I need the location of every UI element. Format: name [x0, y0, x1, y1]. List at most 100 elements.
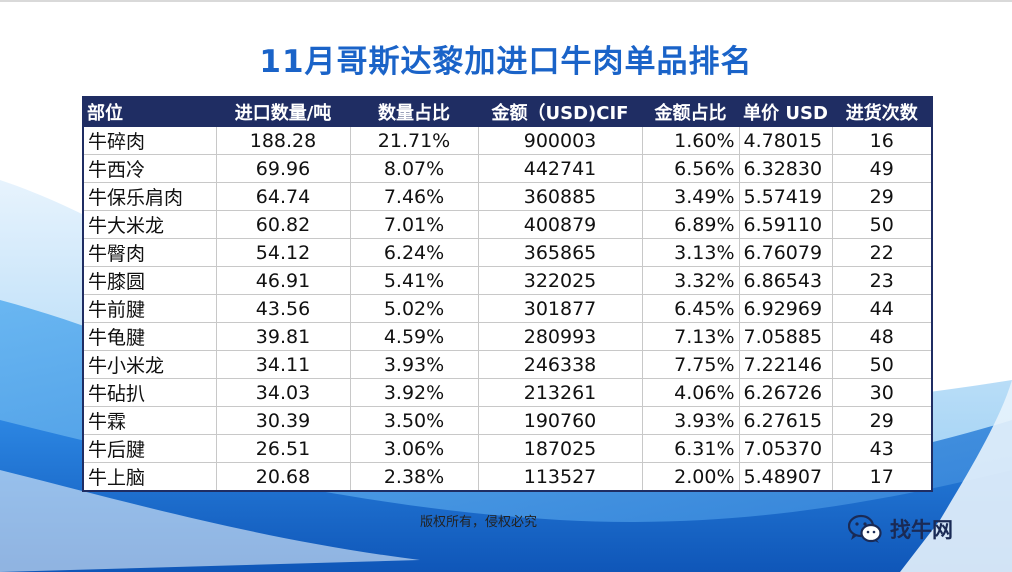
table-cell: 69.96: [215, 154, 351, 183]
table-cell: 6.31%: [641, 434, 740, 463]
table-cell: 188.28: [215, 126, 351, 155]
wechat-icon: [848, 514, 882, 543]
top-border: [0, 0, 1012, 2]
table-cell: 7.05370: [738, 434, 833, 463]
table-cell: 6.86543: [738, 266, 833, 295]
table-cell: 5.02%: [349, 294, 479, 323]
copyright-notice: 版权所有，侵权必究: [420, 515, 538, 530]
table-cell: 48: [831, 322, 933, 351]
table-cell: 4.59%: [349, 322, 479, 351]
table-cell: 301877: [477, 294, 643, 323]
table-row: 牛砧扒 34.03 3.92% 213261 4.06% 6.26726 30: [82, 378, 933, 407]
table-cell: 3.93%: [641, 406, 740, 435]
table-cell: 50: [831, 350, 933, 379]
brand-name: 找牛网: [890, 518, 953, 542]
table-cell: 7.46%: [349, 182, 479, 211]
table-cell: 8.07%: [349, 154, 479, 183]
table-cell: 64.74: [215, 182, 351, 211]
table-cell: 6.27615: [738, 406, 833, 435]
header-cell: 部位: [82, 96, 217, 127]
table-cell: 400879: [477, 210, 643, 239]
table-cell: 44: [831, 294, 933, 323]
table-cell: 17: [831, 462, 933, 492]
table-cell: 34.03: [215, 378, 351, 407]
table-cell: 49: [831, 154, 933, 183]
header-cell: 金额占比: [641, 96, 740, 127]
table-cell: 60.82: [215, 210, 351, 239]
table-cell: 牛后腱: [82, 434, 217, 463]
table-cell: 43.56: [215, 294, 351, 323]
header-cell: 进口数量/吨: [215, 96, 351, 127]
table-row: 牛保乐肩肉 64.74 7.46% 360885 3.49% 5.57419 29: [82, 182, 933, 211]
table-cell: 6.92969: [738, 294, 833, 323]
table-cell: 22: [831, 238, 933, 267]
table-cell: 29: [831, 406, 933, 435]
table-cell: 2.00%: [641, 462, 740, 492]
table-cell: 牛小米龙: [82, 350, 217, 379]
table-cell: 5.57419: [738, 182, 833, 211]
header-cell: 进货次数: [831, 96, 933, 127]
table-cell: 30.39: [215, 406, 351, 435]
table-cell: 20.68: [215, 462, 351, 492]
table-cell: 113527: [477, 462, 643, 492]
table-row: 牛小米龙 34.11 3.93% 246338 7.75% 7.22146 50: [82, 350, 933, 379]
header-cell: 数量占比: [349, 96, 479, 127]
table-cell: 6.24%: [349, 238, 479, 267]
table-cell: 5.41%: [349, 266, 479, 295]
table-row: 牛大米龙 60.82 7.01% 400879 6.89% 6.59110 50: [82, 210, 933, 239]
table-header-row: 部位 进口数量/吨 数量占比 金额（USD)CIF 金额占比 单价 USD 进货…: [82, 96, 933, 127]
table-row: 牛膝圆 46.91 5.41% 322025 3.32% 6.86543 23: [82, 266, 933, 295]
table-cell: 34.11: [215, 350, 351, 379]
table-cell: 3.92%: [349, 378, 479, 407]
table-cell: 牛龟腱: [82, 322, 217, 351]
table-cell: 16: [831, 126, 933, 155]
table-cell: 牛砧扒: [82, 378, 217, 407]
table-cell: 46.91: [215, 266, 351, 295]
table-cell: 牛西冷: [82, 154, 217, 183]
table-cell: 牛前腱: [82, 294, 217, 323]
table-cell: 3.93%: [349, 350, 479, 379]
table-row: 牛碎肉 188.28 21.71% 900003 1.60% 4.78015 16: [82, 126, 933, 155]
page-title: 11月哥斯达黎加进口牛肉单品排名: [259, 44, 753, 80]
table-cell: 7.05885: [738, 322, 833, 351]
table-cell: 3.06%: [349, 434, 479, 463]
table-body: 牛碎肉 188.28 21.71% 900003 1.60% 4.78015 16 牛西冷 69…: [82, 126, 933, 492]
table-cell: 3.49%: [641, 182, 740, 211]
table-cell: 5.48907: [738, 462, 833, 492]
table-row: 牛龟腱 39.81 4.59% 280993 7.13% 7.05885 48: [82, 322, 933, 351]
table-cell: 442741: [477, 154, 643, 183]
table-cell: 39.81: [215, 322, 351, 351]
table-cell: 3.13%: [641, 238, 740, 267]
table-cell: 牛大米龙: [82, 210, 217, 239]
table-cell: 322025: [477, 266, 643, 295]
header-cell: 金额（USD)CIF: [477, 96, 643, 127]
table-cell: 牛碎肉: [82, 126, 217, 155]
table-cell: 900003: [477, 126, 643, 155]
table-cell: 29: [831, 182, 933, 211]
data-table: 部位 进口数量/吨 数量占比 金额（USD)CIF 金额占比 单价 USD 进货…: [82, 96, 933, 492]
table-cell: 43: [831, 434, 933, 463]
table-cell: 50: [831, 210, 933, 239]
table-cell: 6.26726: [738, 378, 833, 407]
table-cell: 30: [831, 378, 933, 407]
table-cell: 6.89%: [641, 210, 740, 239]
table-cell: 牛保乐肩肉: [82, 182, 217, 211]
table-cell: 4.06%: [641, 378, 740, 407]
table-cell: 187025: [477, 434, 643, 463]
table-cell: 牛膝圆: [82, 266, 217, 295]
table-row: 牛前腱 43.56 5.02% 301877 6.45% 6.92969 44: [82, 294, 933, 323]
table-cell: 360885: [477, 182, 643, 211]
table-cell: 1.60%: [641, 126, 740, 155]
table-cell: 7.75%: [641, 350, 740, 379]
table-cell: 213261: [477, 378, 643, 407]
table-cell: 牛霖: [82, 406, 217, 435]
table-cell: 23: [831, 266, 933, 295]
table-row: 牛上脑 20.68 2.38% 113527 2.00% 5.48907 17: [82, 462, 933, 492]
table-cell: 6.32830: [738, 154, 833, 183]
table-cell: 6.76079: [738, 238, 833, 267]
table-cell: 6.56%: [641, 154, 740, 183]
table-row: 牛臀肉 54.12 6.24% 365865 3.13% 6.76079 22: [82, 238, 933, 267]
table-cell: 6.45%: [641, 294, 740, 323]
table-row: 牛霖 30.39 3.50% 190760 3.93% 6.27615 29: [82, 406, 933, 435]
table-cell: 7.22146: [738, 350, 833, 379]
